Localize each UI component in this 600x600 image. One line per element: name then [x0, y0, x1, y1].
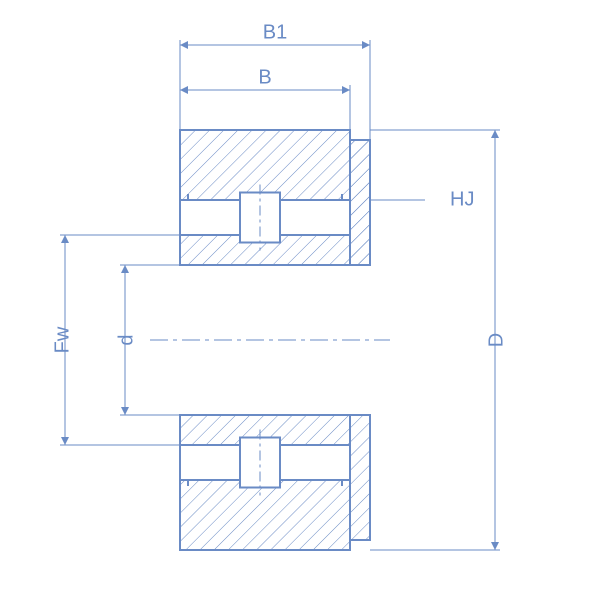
label-D: D	[485, 333, 507, 347]
label-b: B	[258, 66, 271, 88]
label-hj: HJ	[450, 188, 474, 210]
label-b1: B1	[263, 21, 287, 43]
bearing-cross-section-diagram: B1 B D HJ Fw d	[0, 0, 600, 600]
label-fw: Fw	[51, 326, 73, 353]
label-d: d	[115, 334, 137, 345]
